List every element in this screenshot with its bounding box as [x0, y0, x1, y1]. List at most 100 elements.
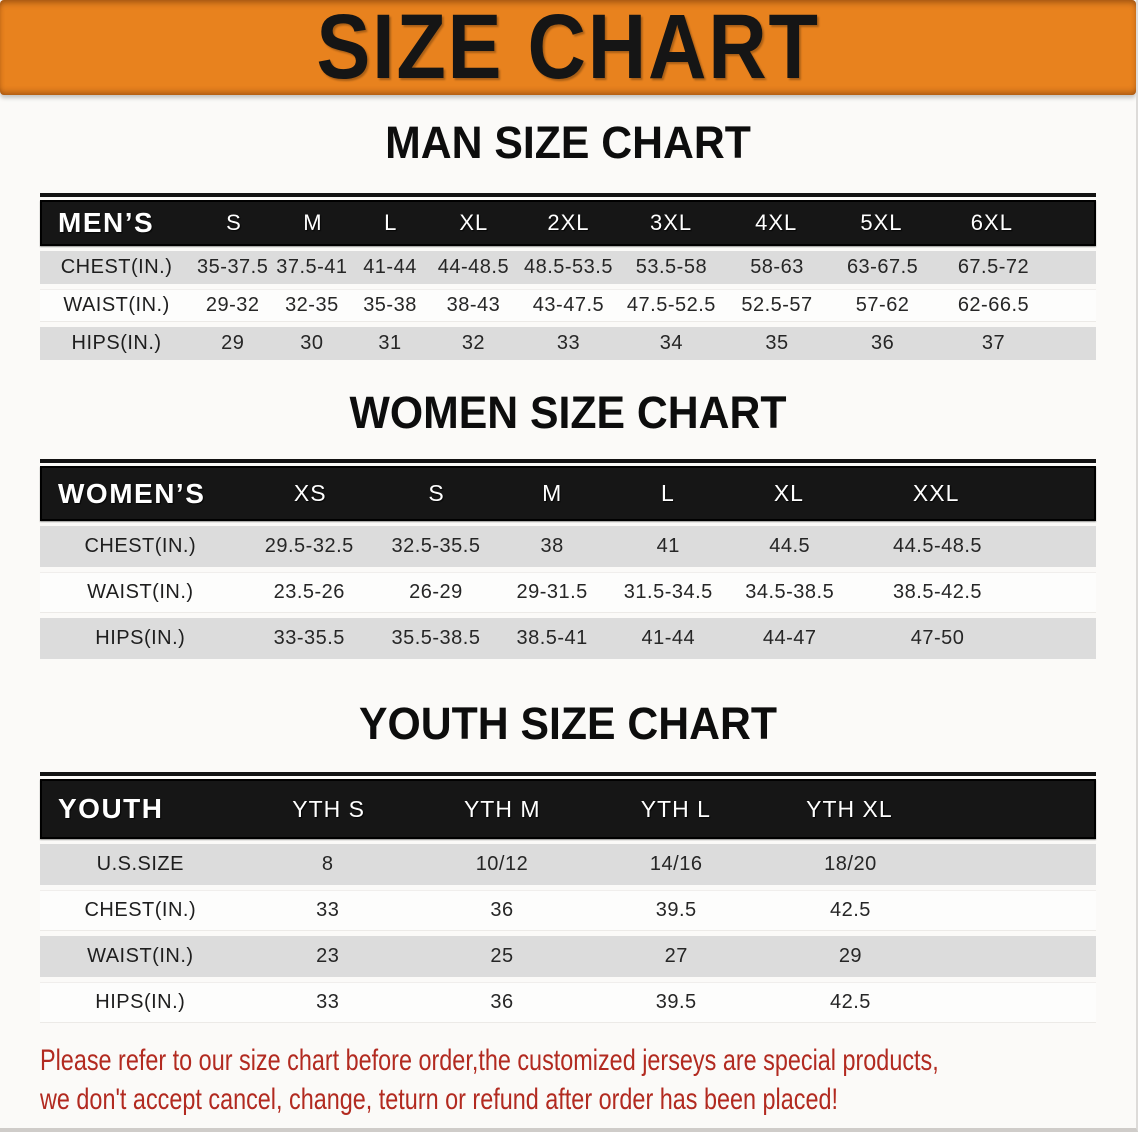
row-label: CHEST(IN.): [84, 535, 197, 557]
size-value: 33: [316, 991, 340, 1013]
women-chart-heading: WOMEN SIZE CHART: [349, 387, 787, 438]
size-value: 42.5: [829, 991, 871, 1013]
size-value: 38.5-42.5: [893, 581, 983, 603]
size-value: 25: [490, 945, 514, 967]
women-size-table: WOMEN’S XS S M L XL XXL CHEST(IN.) 29.5-…: [40, 459, 1096, 659]
men-waist-row: WAIST(IN.) 29-32 32-35 35-38 38-43 43-47…: [40, 289, 1096, 322]
size-value: 31.5-34.5: [623, 581, 713, 603]
size-value: 48.5-53.5: [523, 256, 613, 278]
size-value: 33: [316, 899, 340, 921]
size-value: 35.5-38.5: [391, 627, 481, 649]
size-value: 34.5-38.5: [745, 581, 835, 603]
size-value: 53.5-58: [635, 256, 708, 278]
size-value: 30: [300, 332, 324, 354]
size-value: 41-44: [641, 627, 696, 649]
column-header: XS: [293, 480, 327, 506]
size-value: 35-37.5: [197, 256, 269, 278]
column-header: 4XL: [755, 210, 798, 235]
column-header: XL: [459, 210, 489, 235]
size-value: 14/16: [649, 853, 703, 875]
row-label: CHEST(IN.): [60, 256, 173, 278]
row-label: HIPS(IN.): [71, 332, 162, 354]
size-value: 33: [556, 332, 581, 354]
size-value: 38.5-41: [516, 627, 588, 649]
women-table-header-row: WOMEN’S XS S M L XL XXL: [40, 466, 1096, 521]
size-value: 67.5-72: [957, 256, 1030, 278]
disclaimer-line-2: we don't accept cancel, change, teturn o…: [40, 1083, 838, 1116]
size-value: 32-35: [285, 294, 339, 316]
table-top-border: [40, 459, 1096, 463]
size-value: 44.5-48.5: [893, 535, 983, 557]
men-corner-label: MEN’S: [58, 207, 155, 238]
table-top-border: [40, 772, 1096, 776]
youth-size-table: YOUTH YTH S YTH M YTH L YTH XL U.S.SIZE …: [40, 772, 1096, 1023]
disclaimer: Please refer to our size chart before or…: [40, 1041, 1136, 1119]
column-header: 6XL: [970, 210, 1013, 235]
row-label: WAIST(IN.): [87, 581, 194, 603]
column-header: 2XL: [547, 210, 590, 235]
size-value: 36: [490, 899, 514, 921]
size-value: 23.5-26: [273, 581, 345, 603]
size-value: 62-66.5: [957, 294, 1030, 316]
row-label: WAIST(IN.): [87, 945, 194, 967]
column-header: YTH XL: [806, 795, 893, 822]
column-header: M: [542, 480, 563, 506]
size-value: 29.5-32.5: [264, 535, 354, 557]
column-header: M: [303, 210, 323, 235]
disclaimer-line-1: Please refer to our size chart before or…: [40, 1044, 939, 1077]
size-value: 23: [316, 945, 340, 967]
size-value: 36: [870, 332, 895, 354]
column-header: XL: [773, 480, 804, 506]
youth-waist-row: WAIST(IN.) 23 25 27 29: [40, 936, 1096, 977]
size-value: 8: [321, 853, 334, 875]
youth-chest-row: CHEST(IN.) 33 36 39.5 42.5: [40, 890, 1096, 931]
size-value: 38: [540, 535, 564, 557]
column-header: YTH L: [640, 795, 711, 822]
column-header: YTH S: [292, 795, 366, 822]
table-top-border: [40, 193, 1096, 197]
size-value: 39.5: [655, 899, 697, 921]
size-value: 38-43: [446, 294, 501, 316]
size-value: 33-35.5: [273, 627, 345, 649]
size-value: 44.5: [769, 535, 811, 557]
column-header: L: [661, 480, 675, 506]
column-header: 5XL: [860, 210, 903, 235]
column-header: S: [428, 480, 445, 506]
row-label: U.S.SIZE: [96, 853, 184, 875]
column-header: S: [226, 210, 242, 235]
row-label: WAIST(IN.): [63, 294, 170, 316]
size-value: 34: [659, 332, 684, 354]
column-header: 3XL: [649, 210, 693, 235]
youth-ussize-row: U.S.SIZE 8 10/12 14/16 18/20: [40, 844, 1096, 885]
row-label: CHEST(IN.): [84, 899, 197, 921]
size-value: 35-38: [363, 294, 417, 316]
size-value: 58-63: [750, 256, 804, 278]
men-hips-row: HIPS(IN.) 29 30 31 32 33 34 35 36 37: [40, 327, 1096, 360]
size-value: 26-29: [409, 581, 463, 603]
men-table-header-row: MEN’S S M L XL 2XL 3XL 4XL 5XL 6XL: [40, 200, 1096, 246]
size-value: 41: [656, 535, 680, 557]
size-value: 41-44: [363, 256, 417, 278]
size-value: 29-31.5: [516, 581, 588, 603]
column-header: YTH M: [463, 795, 541, 822]
size-value: 27: [664, 945, 688, 967]
size-value: 29-32: [205, 294, 260, 316]
women-chest-row: CHEST(IN.) 29.5-32.5 32.5-35.5 38 41 44.…: [40, 526, 1096, 567]
size-value: 63-67.5: [846, 256, 919, 278]
size-value: 10/12: [475, 853, 529, 875]
size-value: 36: [490, 991, 514, 1013]
size-value: 32.5-35.5: [391, 535, 481, 557]
men-size-table: MEN’S S M L XL 2XL 3XL 4XL 5XL 6XL CHEST…: [40, 193, 1096, 360]
column-header: L: [384, 210, 398, 235]
size-value: 35: [765, 332, 789, 354]
size-value: 37: [981, 332, 1006, 354]
size-value: 47.5-52.5: [626, 294, 716, 316]
size-value: 18/20: [824, 853, 877, 875]
size-value: 29: [221, 332, 245, 354]
row-label: HIPS(IN.): [95, 991, 186, 1013]
page-title: SIZE CHART: [316, 0, 820, 98]
women-hips-row: HIPS(IN.) 33-35.5 35.5-38.5 38.5-41 41-4…: [40, 618, 1096, 659]
column-header: XXL: [912, 480, 960, 506]
youth-corner-label: YOUTH: [58, 793, 164, 824]
